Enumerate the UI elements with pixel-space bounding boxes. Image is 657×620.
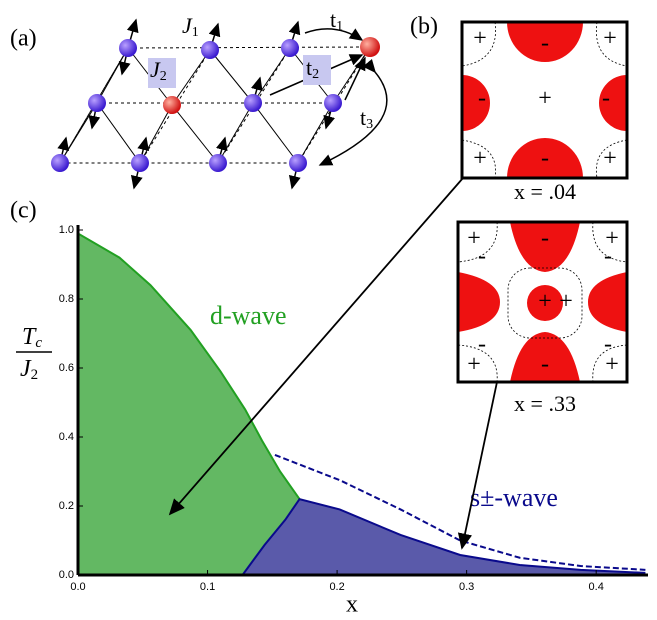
y-axis-label: Tc [22, 324, 42, 352]
sign: - [478, 86, 486, 112]
area [78, 233, 300, 575]
label-j2: J2 [150, 57, 167, 84]
series-label: s±-wave [470, 483, 558, 512]
sign: - [604, 244, 612, 270]
x-tick-label: 0.3 [459, 581, 474, 593]
y-tick-label: 0.6 [59, 362, 74, 374]
sign: + [603, 146, 617, 172]
sign: - [478, 332, 486, 358]
x-tick-label: 0.0 [70, 581, 85, 593]
sign: - [604, 332, 612, 358]
series-line [77, 232, 301, 500]
sign: - [602, 86, 610, 112]
x-tick-label: 0.2 [329, 581, 344, 593]
sign: + [467, 226, 481, 252]
sign: + [538, 289, 552, 315]
sign: - [541, 352, 549, 378]
series-line [274, 454, 646, 571]
pointer-arrows [168, 177, 498, 550]
label-t3: t3 [360, 105, 373, 132]
sign: + [538, 86, 552, 112]
sign: + [605, 226, 619, 252]
panel-label: (a) [10, 26, 37, 52]
sign: + [605, 352, 619, 378]
sign: - [478, 244, 486, 270]
x-tick-label: 0.4 [589, 581, 604, 593]
label-j1: J1 [182, 13, 199, 40]
panel-label: (b) [410, 14, 438, 40]
fermi-surface-bottom [456, 220, 629, 384]
series-label: d-wave [210, 301, 287, 330]
y-tick-label: 0.8 [59, 293, 74, 305]
y-tick-label: 0.2 [59, 500, 74, 512]
atoms [51, 18, 380, 190]
x-axis-label: x [346, 592, 358, 618]
label-t1: t1 [330, 7, 343, 34]
area [242, 499, 646, 575]
label-t2: t2 [306, 55, 319, 82]
y-tick-label: 0.4 [59, 431, 74, 443]
panel-label: (c) [10, 198, 37, 224]
sign: + [467, 352, 481, 378]
caption: x = .04 [514, 179, 576, 204]
y-tick-label: 0.0 [59, 569, 74, 581]
sign: - [541, 31, 549, 57]
plot: 0.0 0.2 0.4 0.6 0.8 1.0 0.0 0.1 0.2 0.3 0.4 d-wave s… [59, 224, 648, 593]
y-tick-label: 1.0 [59, 224, 74, 236]
series-line [241, 497, 646, 576]
caption: x = .33 [514, 391, 576, 416]
sign: + [559, 289, 573, 315]
sign: + [473, 26, 487, 52]
x-tick-label: 0.1 [200, 581, 215, 593]
fermi-surface-top [460, 20, 629, 180]
sign: + [603, 26, 617, 52]
y-axis-label: J2 [20, 356, 38, 384]
lattice [59, 28, 388, 166]
sign: - [541, 146, 549, 172]
sign: - [541, 226, 549, 252]
sign: + [473, 146, 487, 172]
